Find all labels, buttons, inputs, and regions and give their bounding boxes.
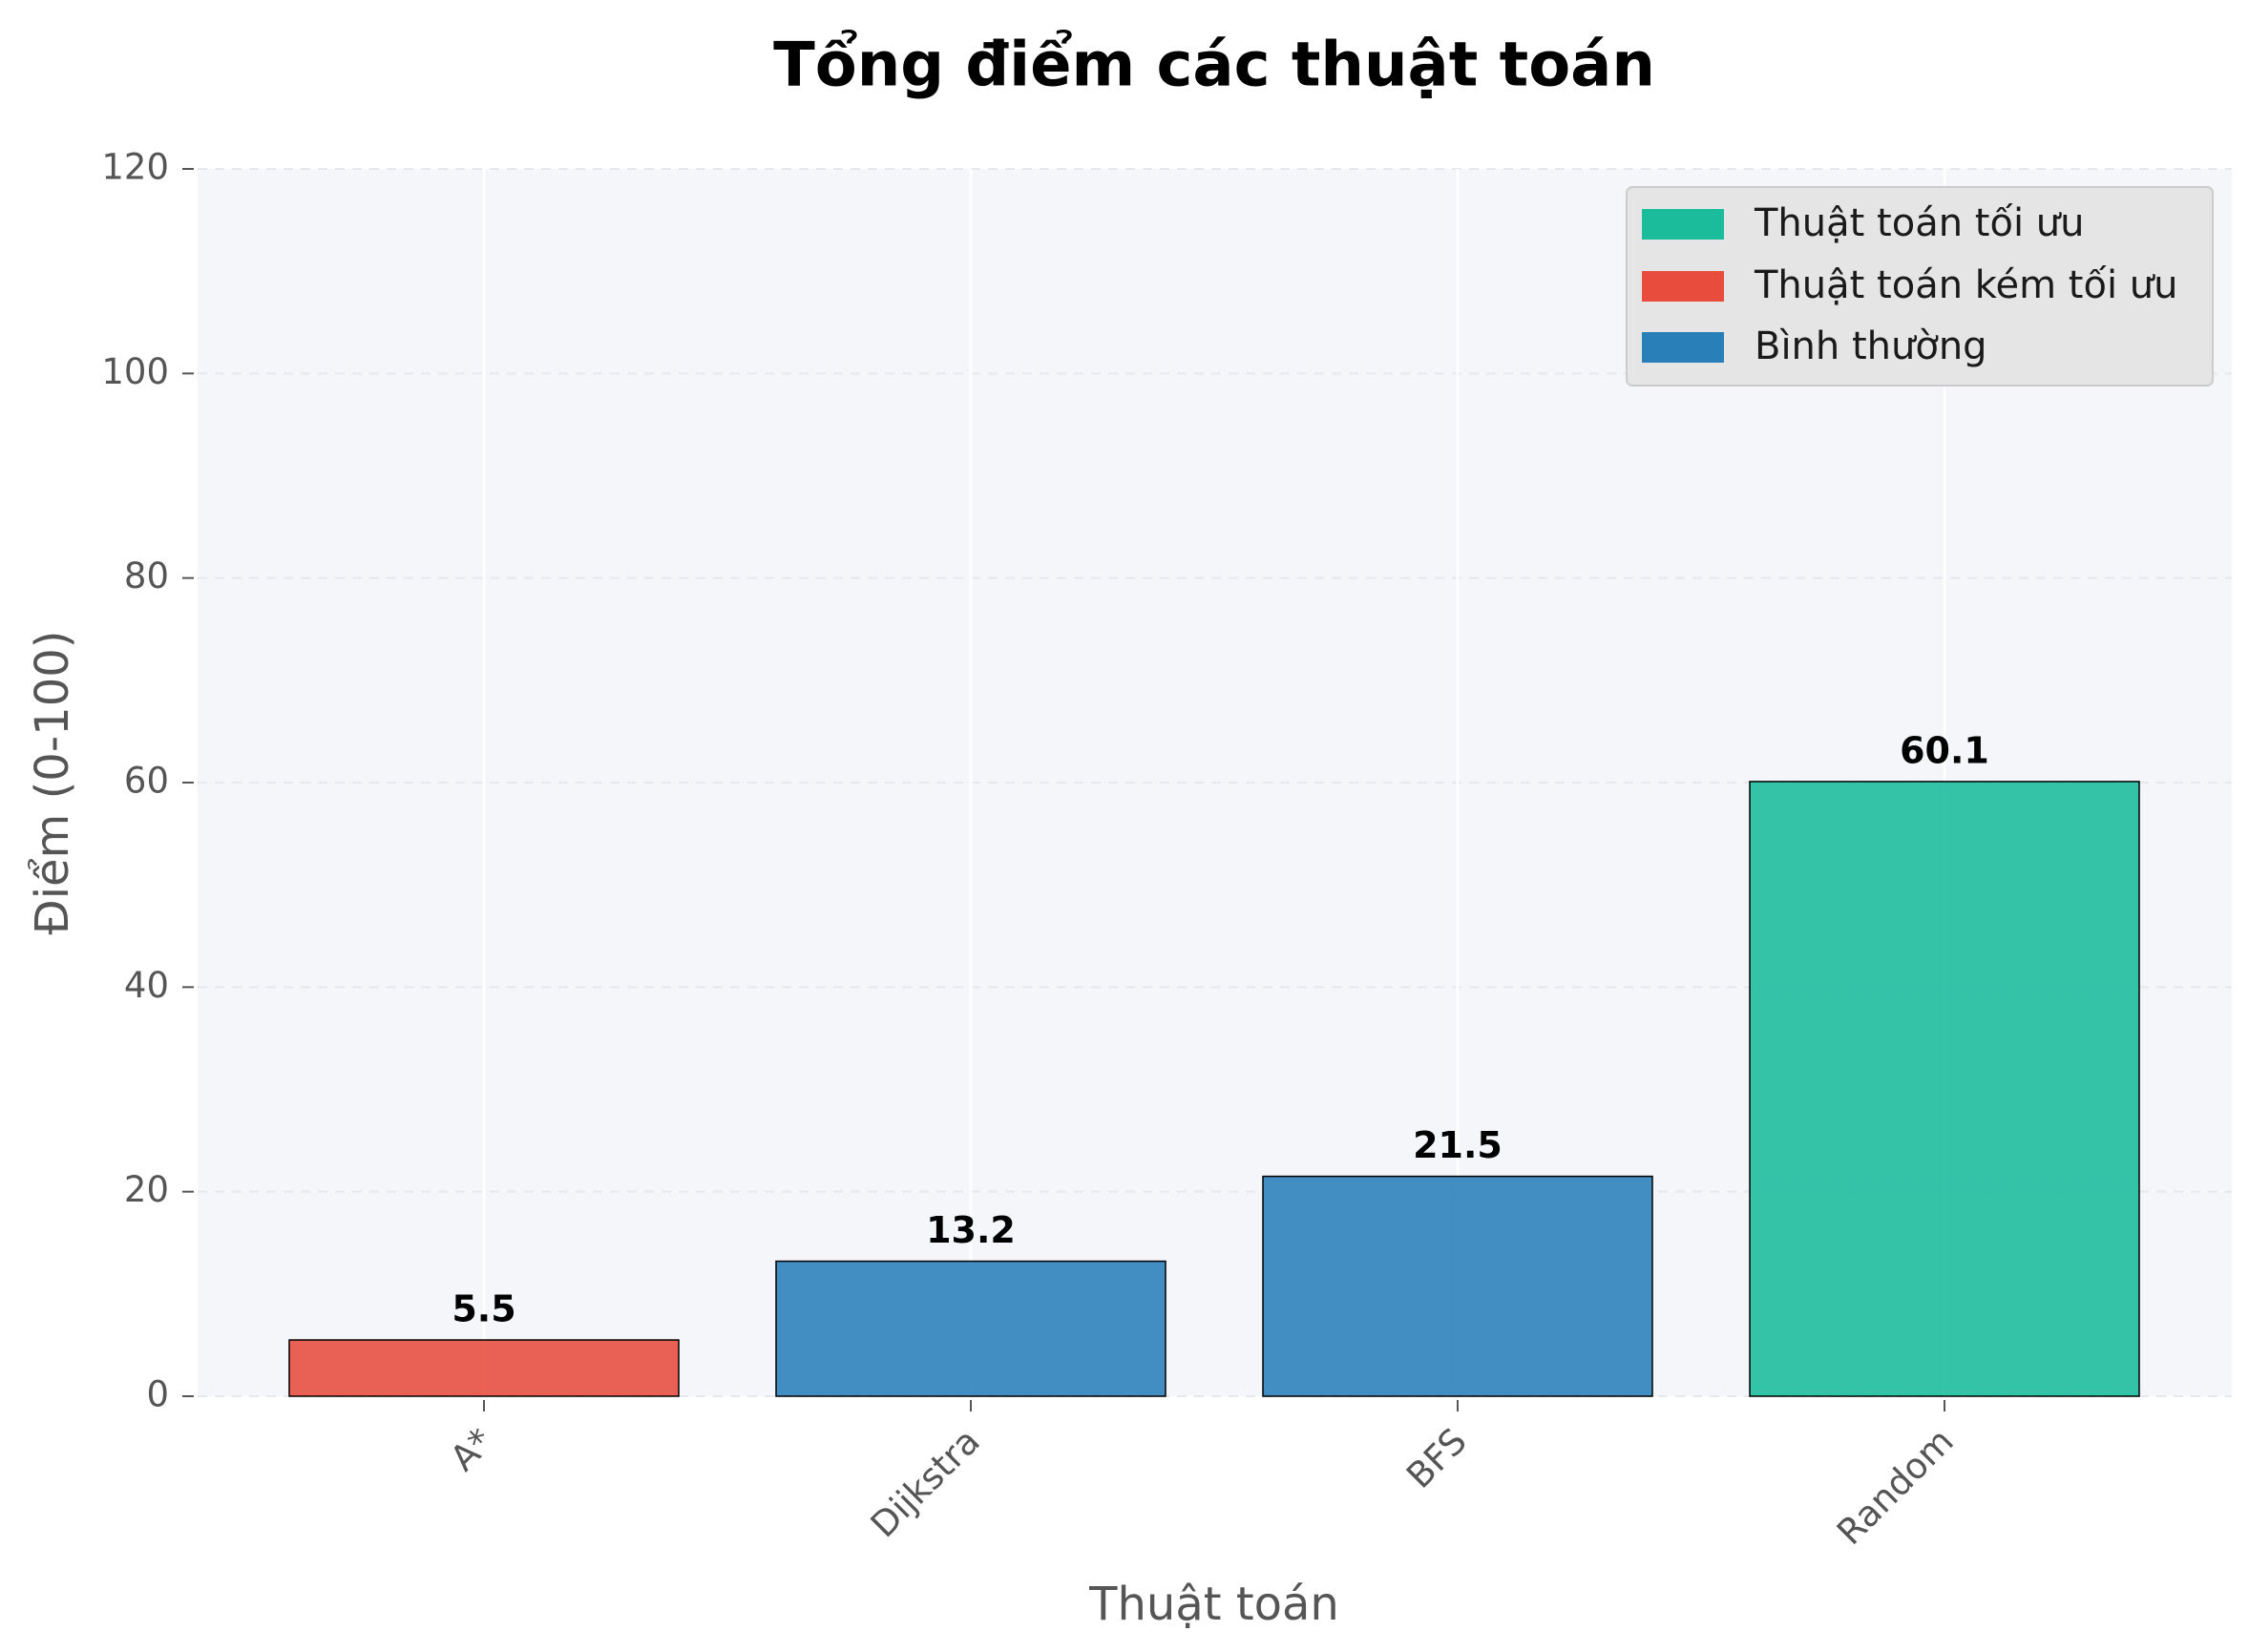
legend-item-suboptimal: Thuật toán kém tối ưu bbox=[1642, 263, 2178, 307]
y-axis-label: Điểm (0-100) bbox=[26, 630, 79, 934]
legend-swatch-normal bbox=[1642, 332, 1724, 363]
bar-a bbox=[288, 1339, 680, 1397]
y-tick-label: 60 bbox=[124, 761, 169, 802]
legend: Thuật toán tối ưu Thuật toán kém tối ưu … bbox=[1626, 186, 2214, 387]
bar-bfs bbox=[1262, 1175, 1653, 1397]
value-label: 60.1 bbox=[1900, 729, 1989, 771]
y-tick-label: 0 bbox=[146, 1374, 169, 1415]
legend-label-normal: Bình thường bbox=[1755, 324, 1987, 368]
value-label: 13.2 bbox=[926, 1209, 1016, 1251]
y-tick-label: 40 bbox=[124, 965, 169, 1006]
value-label: 5.5 bbox=[452, 1288, 515, 1330]
y-tick-label: 20 bbox=[124, 1169, 169, 1210]
legend-swatch-optimal bbox=[1642, 209, 1724, 240]
y-tick-label: 120 bbox=[101, 147, 169, 188]
legend-label-suboptimal: Thuật toán kém tối ưu bbox=[1754, 263, 2178, 307]
bar-random bbox=[1749, 781, 2140, 1397]
y-axis: 0 20 40 60 80 100 120 bbox=[101, 147, 194, 1415]
legend-item-optimal: Thuật toán tối ưu bbox=[1642, 201, 2084, 245]
y-tick-label: 80 bbox=[124, 555, 169, 596]
value-labels: 5.5 13.2 21.5 60.1 bbox=[452, 729, 1989, 1329]
legend-box bbox=[1626, 186, 2214, 387]
bars bbox=[288, 781, 2140, 1397]
legend-item-normal: Bình thường bbox=[1642, 324, 1987, 368]
bar-dijkstra bbox=[775, 1260, 1167, 1397]
legend-label-optimal: Thuật toán tối ưu bbox=[1754, 201, 2084, 245]
legend-swatch-suboptimal bbox=[1642, 271, 1724, 302]
x-axis-label: Thuật toán bbox=[1088, 1578, 1339, 1631]
y-tick-label: 100 bbox=[101, 351, 169, 392]
chart-title: Tổng điểm các thuật toán bbox=[773, 30, 1655, 101]
value-label: 21.5 bbox=[1413, 1124, 1503, 1166]
